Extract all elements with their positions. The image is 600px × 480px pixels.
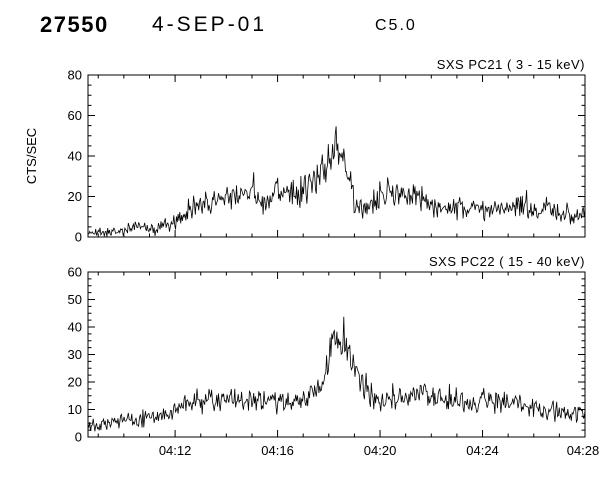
y-tick-label: 20 — [68, 189, 82, 204]
x-tick-label: 04:20 — [364, 443, 397, 458]
y-tick-label: 10 — [68, 402, 82, 417]
y-tick-label: 60 — [68, 265, 82, 280]
plot-frame — [87, 271, 586, 438]
lightcurve-trace — [88, 126, 585, 237]
y-axis-label: CTS/SEC — [24, 128, 39, 184]
y-tick-label: 50 — [68, 292, 82, 307]
y-tick-label: 30 — [68, 347, 82, 362]
x-tick-label: 04:12 — [159, 443, 192, 458]
plot-frame — [87, 74, 586, 238]
x-tick-label: 04:24 — [466, 443, 499, 458]
x-tick-label: 04:28 — [567, 443, 600, 458]
y-tick-label: 0 — [75, 430, 82, 445]
y-tick-label: 60 — [68, 108, 82, 123]
flare-class: C5.0 — [375, 17, 417, 34]
axis-ticks — [88, 271, 586, 438]
y-tick-label: 40 — [68, 320, 82, 335]
event-date: 4-SEP-01 — [152, 13, 268, 36]
event-number: 27550 — [40, 12, 109, 37]
lightcurve-trace — [88, 316, 585, 432]
y-tick-label: 0 — [75, 230, 82, 245]
y-tick-label: 40 — [68, 149, 82, 164]
panel-1: 0 20 40 60 80 SXS PC21 ( 3 - 15 keV) CTS/SEC — [24, 57, 586, 245]
panel-2: 0 10 20 30 40 50 60 04:12 04:16 04:20 04:24 04:28 SX… — [68, 254, 600, 458]
y-tick-label: 20 — [68, 375, 82, 390]
y-tick-label: 80 — [68, 68, 82, 83]
x-tick-label: 04:16 — [261, 443, 294, 458]
panel-title: SXS PC22 ( 15 - 40 keV) — [429, 254, 585, 269]
axis-ticks — [88, 74, 586, 238]
panel-title: SXS PC21 ( 3 - 15 keV) — [437, 57, 585, 72]
